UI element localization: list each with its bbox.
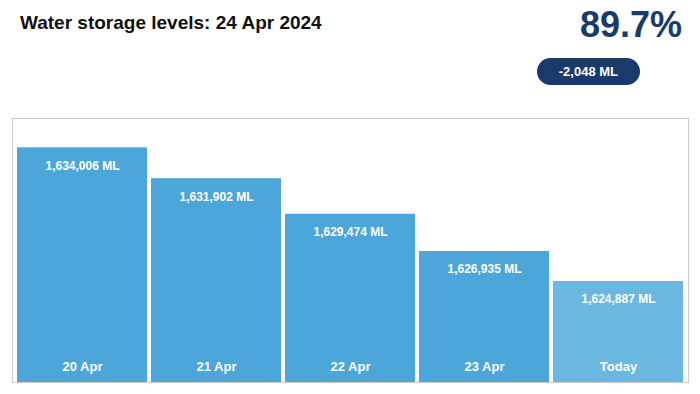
svg-text:1,631,902 ML: 1,631,902 ML [179,190,253,204]
html-text:Water storage levels: 24 Apr 2: Water storage levels: 24 Apr 2024 [20,12,322,33]
svg-text:23 Apr: 23 Apr [465,359,505,374]
html-text:-2,048 ML: -2,048 ML [558,64,618,79]
svg-text:1,626,935 ML: 1,626,935 ML [447,262,521,276]
svg-text:1,629,474 ML: 1,629,474 ML [313,225,387,239]
html-text:89.7%: 89.7% [579,4,682,45]
svg-text:20 Apr: 20 Apr [63,359,103,374]
svg-text:1,624,887 ML: 1,624,887 ML [581,292,655,306]
svg-text:Today: Today [600,359,638,374]
svg-text:22 Apr: 22 Apr [331,359,371,374]
svg-text:21 Apr: 21 Apr [197,359,237,374]
svg-text:1,634,006 ML: 1,634,006 ML [45,159,119,173]
